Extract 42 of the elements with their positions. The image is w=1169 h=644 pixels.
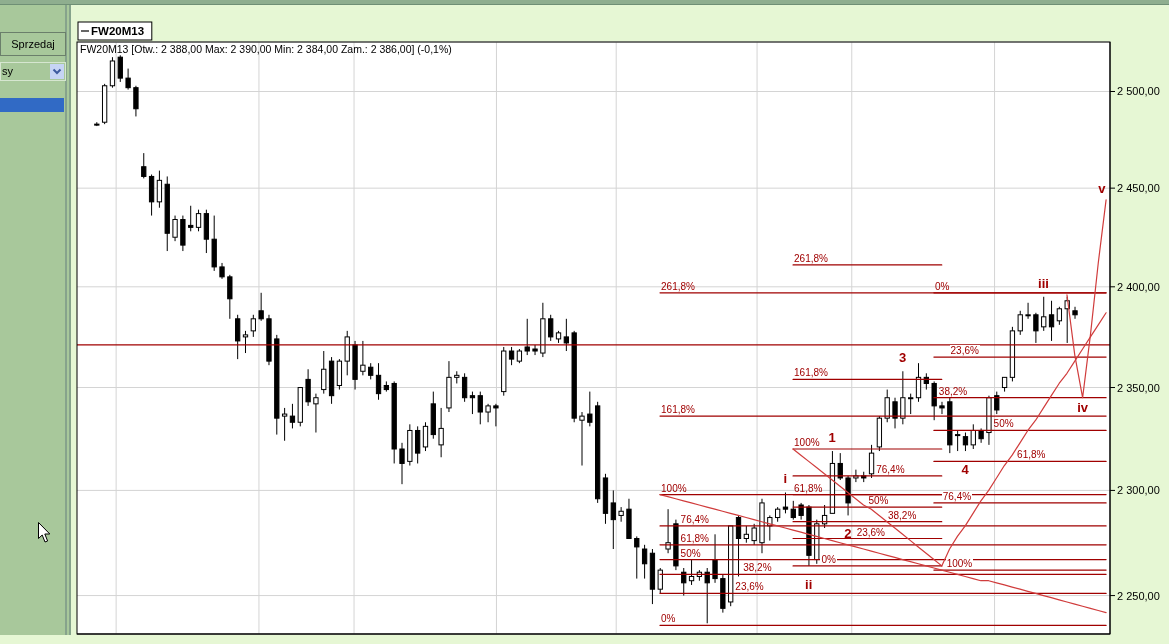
series-label: 50%	[867, 495, 890, 507]
series-label: 161,8%	[660, 404, 696, 416]
series-label: 261,8%	[660, 280, 696, 292]
y-tick-label: 2 450,00	[1117, 182, 1160, 195]
series-label: 0%	[660, 613, 677, 625]
y-tick-label: 2 250,00	[1117, 589, 1160, 602]
text: 1	[828, 430, 836, 446]
y-tick-label: 2 400,00	[1117, 280, 1160, 293]
series-label: 261,8%	[793, 252, 829, 264]
legend-label: FW20M13	[91, 25, 145, 37]
series-label: 38,2%	[937, 385, 969, 397]
series-label: 38,2%	[886, 509, 918, 521]
series-label: 23,6%	[734, 581, 765, 593]
text: 2	[844, 526, 852, 542]
text: iii	[1038, 275, 1049, 291]
series-label: 76,4%	[679, 513, 710, 525]
series-label: 23,6%	[949, 345, 980, 357]
series-label: 100%	[660, 482, 688, 494]
y-tick-label: 2 300,00	[1117, 484, 1160, 497]
data-label: v	[1097, 180, 1107, 196]
dropdown: sy	[0, 62, 66, 81]
series-label: 50%	[679, 547, 702, 559]
series-label: 23,6%	[855, 526, 886, 538]
text: 3	[898, 350, 907, 366]
text: 4	[961, 462, 969, 478]
series-label: 161,8%	[793, 367, 829, 379]
series-label: 76,4%	[875, 463, 906, 475]
series-label: 100%	[945, 558, 974, 570]
series-label: 38,2%	[742, 562, 773, 574]
text: ii	[805, 576, 813, 592]
text: i	[783, 471, 788, 487]
series-label: 50%	[992, 418, 1015, 430]
series-label: 61,8%	[679, 532, 710, 544]
data-label: iv	[1076, 399, 1089, 415]
series-label: 0%	[933, 280, 951, 292]
series-label: 61,8%	[1016, 449, 1047, 461]
chart-title: FW20M13 [Otw.: 2 388,00 Max: 2 390,00 Min: 2 384,00 Zam.: 2 386,00] (-0,1%)	[80, 43, 452, 55]
button: Sprzedaj	[0, 32, 66, 56]
y-tick-label: 2 350,00	[1117, 381, 1160, 394]
series-label: 61,8%	[793, 482, 824, 494]
y-tick-label: 2 500,00	[1117, 85, 1160, 98]
series-label: 100%	[793, 436, 821, 448]
